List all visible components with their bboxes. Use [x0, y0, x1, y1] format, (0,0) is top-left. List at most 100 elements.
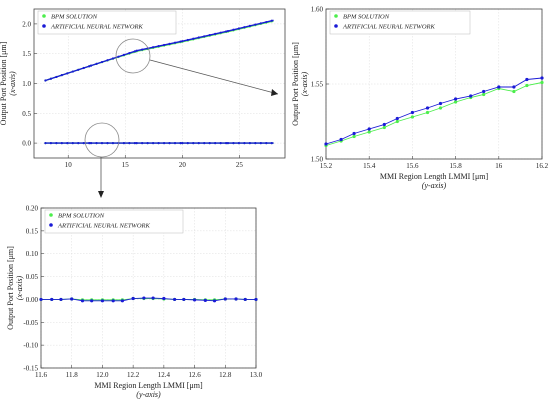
y-tick-label: -0.10	[23, 342, 38, 350]
x-axis-title: MMI Region Length LMMI [μm]	[380, 172, 489, 181]
data-point	[243, 142, 246, 145]
data-point	[80, 299, 85, 303]
data-point	[111, 299, 115, 303]
data-point	[382, 125, 386, 130]
data-point	[90, 299, 94, 303]
data-point	[111, 57, 115, 60]
legend: BPM SOLUTION ARTIFICIAL NEURAL NETWORK	[44, 209, 184, 234]
data-point	[192, 142, 195, 145]
data-point	[168, 42, 171, 45]
data-point	[111, 142, 115, 145]
legend: BPM SOLUTION ARTIFICIAL NEURAL NETWORK	[329, 10, 471, 35]
data-point	[339, 137, 343, 142]
data-point	[197, 36, 200, 39]
x-axis-subtitle: (y-axis)	[136, 390, 161, 399]
y-axis-label: Output Port Position [μm](x-axis)	[291, 42, 309, 126]
data-point	[243, 297, 247, 302]
data-point	[89, 64, 93, 67]
data-point	[425, 106, 430, 110]
y-tick-label: 2.0	[22, 20, 31, 28]
data-point	[66, 72, 69, 75]
data-point	[395, 119, 399, 124]
x-tick-label: 12.8	[219, 371, 232, 379]
data-point	[179, 40, 182, 43]
data-point	[219, 31, 222, 34]
data-point	[162, 296, 166, 301]
data-point	[243, 26, 246, 29]
data-point	[214, 142, 217, 145]
data-point	[152, 46, 155, 49]
legend-label: BPM SOLUTION	[343, 13, 390, 20]
data-point	[254, 297, 258, 302]
x-tick-label: 12.4	[158, 371, 171, 379]
data-point	[270, 142, 273, 145]
data-point	[438, 101, 443, 106]
data-point	[128, 52, 131, 55]
chart-main: 10 15 20 25 0.0 0.5 1.0 1.5 2.0 Output Port Posit…	[0, 8, 286, 169]
x-tick-label: 20	[179, 161, 187, 169]
data-point	[265, 142, 268, 145]
data-point	[146, 142, 149, 145]
y-tick-label: 0.5	[22, 110, 31, 118]
data-point	[192, 298, 197, 302]
x-tick-label: 15.8	[449, 162, 462, 170]
y-axis-title: Output Port Position [μm]	[6, 246, 15, 330]
data-point	[100, 60, 104, 64]
legend-box	[44, 209, 184, 234]
data-point	[100, 299, 105, 303]
data-point	[482, 92, 486, 97]
series-ann	[44, 142, 274, 145]
x-tick-label: 16	[495, 162, 503, 170]
data-point	[100, 142, 104, 145]
data-point	[135, 142, 138, 145]
data-point	[226, 142, 230, 145]
data-point	[512, 85, 516, 89]
y-tick-label: -0.05	[23, 319, 38, 327]
data-point	[259, 142, 262, 145]
data-point	[438, 106, 443, 110]
x-tick-label: 15.6	[406, 162, 419, 170]
data-point	[173, 297, 177, 302]
series-bpm	[324, 80, 544, 148]
data-point	[324, 142, 328, 146]
legend-label: BPM SOLUTION	[58, 212, 105, 219]
series-line	[325, 77, 543, 145]
data-point	[254, 23, 257, 26]
y-tick-label: 1.60	[311, 6, 324, 14]
y-tick-label: 1.55	[311, 81, 324, 89]
data-point	[214, 32, 217, 35]
data-point	[60, 142, 63, 145]
data-point	[352, 131, 356, 136]
data-point	[367, 127, 371, 131]
data-point	[117, 55, 120, 58]
zoom-circle-upper	[115, 38, 151, 74]
data-point	[95, 62, 98, 65]
x-tick-label: 12.2	[127, 371, 140, 379]
x-tick-label: 16.2	[536, 162, 549, 170]
data-point	[454, 100, 458, 104]
data-point	[122, 142, 126, 145]
legend-marker	[334, 24, 338, 28]
legend-marker	[49, 213, 53, 217]
data-point	[70, 297, 74, 301]
data-point	[425, 110, 430, 115]
data-point	[248, 142, 251, 145]
data-point	[162, 43, 166, 47]
data-point	[382, 122, 386, 127]
series-line	[325, 82, 543, 146]
data-point	[162, 142, 166, 145]
data-point	[208, 142, 211, 145]
legend-label: BPM SOLUTION	[51, 13, 98, 20]
data-point	[106, 142, 109, 145]
data-point	[77, 142, 80, 145]
data-point	[232, 142, 235, 145]
data-point	[71, 142, 74, 145]
data-point	[234, 297, 238, 301]
y-tick-label: 1.0	[22, 80, 31, 88]
data-point	[106, 59, 109, 62]
data-point	[66, 142, 69, 145]
x-tick-label: 12.6	[188, 371, 201, 379]
callout-arrowhead	[271, 89, 278, 96]
data-point	[469, 94, 473, 98]
data-point	[540, 80, 544, 85]
